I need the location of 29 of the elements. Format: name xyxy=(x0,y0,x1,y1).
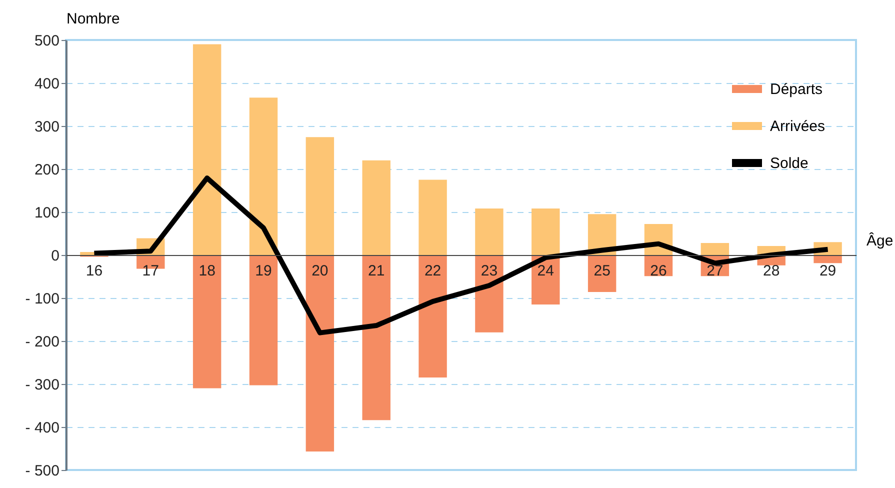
x-tick-label: 26 xyxy=(650,262,667,280)
x-tick-label: 24 xyxy=(537,262,554,280)
x-tick-label: 25 xyxy=(594,262,610,280)
x-tick-label: 19 xyxy=(255,262,272,280)
y-tick-label: - 400 xyxy=(25,420,60,436)
x-tick-label: 22 xyxy=(424,262,442,280)
legend-label: Solde xyxy=(770,155,808,172)
x-tick-label: 21 xyxy=(368,262,385,280)
legend-label: Départs xyxy=(770,81,823,98)
x-tick-label: 16 xyxy=(86,262,103,280)
y-tick-label: 0 xyxy=(51,248,60,264)
x-tick-label: 23 xyxy=(480,262,498,280)
y-tick-label: 400 xyxy=(34,76,60,92)
x-tick-label: 20 xyxy=(312,262,328,280)
y-tick-label: 500 xyxy=(34,32,60,50)
x-axis-title: Âge xyxy=(866,232,894,250)
y-tick-label: 100 xyxy=(34,204,60,222)
y-tick-label: - 200 xyxy=(25,334,60,350)
legend-label: Arrivées xyxy=(770,118,826,135)
y-tick-label: 200 xyxy=(34,162,60,178)
y-tick-label: - 300 xyxy=(25,376,60,394)
x-tick-label: 28 xyxy=(763,262,780,280)
y-tick-label: 300 xyxy=(34,118,60,136)
x-tick-label: 27 xyxy=(706,262,724,280)
x-tick-label: 29 xyxy=(819,262,836,280)
y-tick-label: - 100 xyxy=(25,290,60,308)
y-tick-label: - 500 xyxy=(25,462,60,480)
y-axis-title: Nombre xyxy=(66,10,120,28)
x-tick-label: 18 xyxy=(198,262,216,280)
